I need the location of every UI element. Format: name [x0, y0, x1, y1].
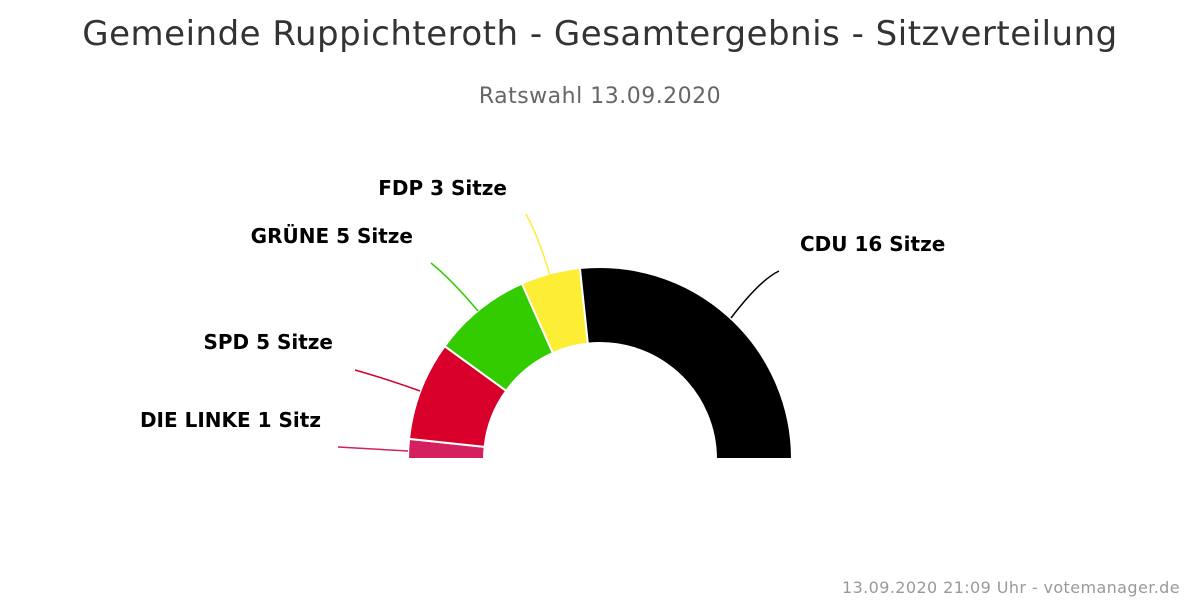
label-connector-fdp — [525, 213, 551, 277]
data-label-cdu: CDU 16 Sitze — [800, 232, 945, 256]
data-label-gruene: GRÜNE 5 Sitze — [251, 224, 413, 248]
label-connector-gruene — [430, 262, 479, 312]
label-connector-cdu — [730, 270, 780, 319]
data-label-spd: SPD 5 Sitze — [203, 330, 333, 354]
chart-credit: 13.09.2020 21:09 Uhr - votemanager.de — [842, 578, 1180, 597]
chart-title: Gemeinde Ruppichteroth - Gesamtergebnis … — [82, 14, 1118, 54]
data-label-fdp: FDP 3 Sitze — [378, 176, 507, 200]
data-label-die-linke: DIE LINKE 1 Sitz — [140, 408, 321, 432]
seat-slice-cdu[interactable] — [578, 266, 793, 460]
label-connector-die-linke — [337, 446, 409, 452]
label-connector-spd — [354, 369, 421, 392]
chart-subtitle: Ratswahl 13.09.2020 — [478, 84, 722, 109]
